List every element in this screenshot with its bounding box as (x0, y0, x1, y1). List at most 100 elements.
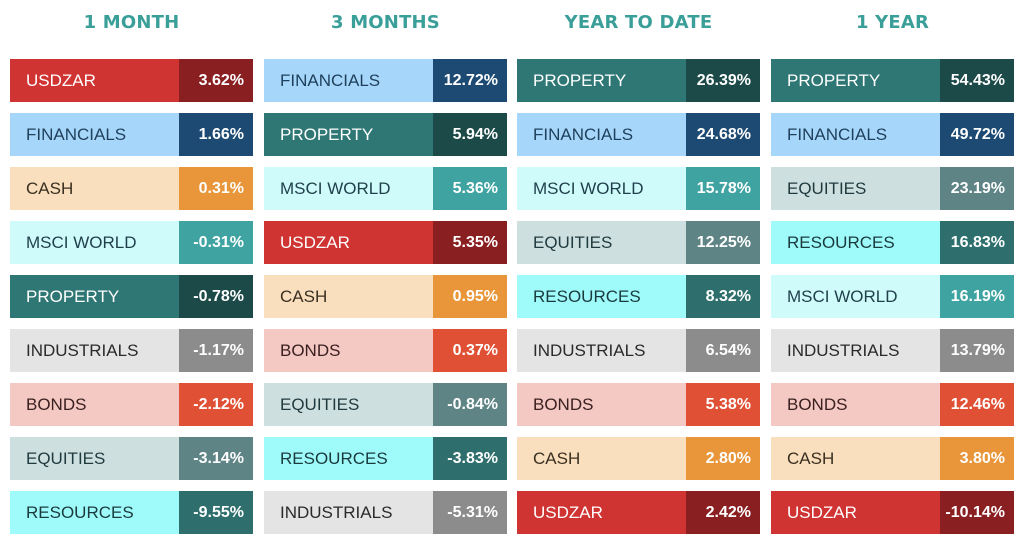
period-column: 1 YEAR PROPERTY 54.43% FINANCIALS 49.72% EQUI… (771, 0, 1014, 534)
asset-row: BONDS 5.38% (517, 383, 760, 426)
asset-return-value: -3.83% (433, 437, 507, 480)
asset-return-value: 49.72% (940, 113, 1014, 156)
asset-return-value: 12.72% (433, 59, 507, 102)
asset-row: USDZAR 2.42% (517, 491, 760, 534)
asset-name: EQUITIES (10, 437, 179, 480)
asset-row: PROPERTY 26.39% (517, 59, 760, 102)
asset-row: MSCI WORLD 15.78% (517, 167, 760, 210)
asset-row: CASH 2.80% (517, 437, 760, 480)
asset-row: BONDS 12.46% (771, 383, 1014, 426)
asset-return-value: 3.62% (179, 59, 253, 102)
asset-row: CASH 0.95% (264, 275, 507, 318)
asset-name: INDUSTRIALS (10, 329, 179, 372)
asset-name: INDUSTRIALS (517, 329, 686, 372)
asset-name: RESOURCES (771, 221, 940, 264)
asset-return-value: 1.66% (179, 113, 253, 156)
asset-name: INDUSTRIALS (264, 491, 433, 534)
asset-return-value: 13.79% (940, 329, 1014, 372)
asset-row: BONDS 0.37% (264, 329, 507, 372)
asset-return-value: 26.39% (686, 59, 760, 102)
asset-return-value: -9.55% (179, 491, 253, 534)
asset-return-value: 16.83% (940, 221, 1014, 264)
period-column: YEAR TO DATE PROPERTY 26.39% FINANCIALS 24.6… (517, 0, 760, 534)
asset-return-value: 5.38% (686, 383, 760, 426)
asset-name: USDZAR (771, 491, 940, 534)
asset-return-value: 0.37% (433, 329, 507, 372)
period-title: 3 MONTHS (331, 12, 440, 33)
asset-return-value: 0.31% (179, 167, 253, 210)
asset-return-value: -2.12% (179, 383, 253, 426)
asset-row: INDUSTRIALS -1.17% (10, 329, 253, 372)
asset-return-value: 0.95% (433, 275, 507, 318)
asset-row: INDUSTRIALS -5.31% (264, 491, 507, 534)
asset-row: FINANCIALS 24.68% (517, 113, 760, 156)
asset-row: RESOURCES -9.55% (10, 491, 253, 534)
asset-return-value: -0.78% (179, 275, 253, 318)
asset-row: BONDS -2.12% (10, 383, 253, 426)
asset-return-value: 5.94% (433, 113, 507, 156)
asset-name: USDZAR (517, 491, 686, 534)
asset-return-value: -0.84% (433, 383, 507, 426)
asset-name: FINANCIALS (10, 113, 179, 156)
asset-return-value: -5.31% (433, 491, 507, 534)
asset-row: PROPERTY 54.43% (771, 59, 1014, 102)
asset-name: RESOURCES (517, 275, 686, 318)
asset-return-value: 15.78% (686, 167, 760, 210)
period-column: 3 MONTHS FINANCIALS 12.72% PROPERTY 5.94% MSC… (264, 0, 507, 534)
asset-row: USDZAR 5.35% (264, 221, 507, 264)
asset-return-value: -3.14% (179, 437, 253, 480)
asset-name: BONDS (517, 383, 686, 426)
period-title: 1 YEAR (855, 12, 930, 33)
asset-return-value: 16.19% (940, 275, 1014, 318)
asset-return-value: 5.36% (433, 167, 507, 210)
asset-return-value: -1.17% (179, 329, 253, 372)
asset-name: FINANCIALS (517, 113, 686, 156)
asset-return-value: 54.43% (940, 59, 1014, 102)
asset-row: RESOURCES 8.32% (517, 275, 760, 318)
asset-row: CASH 3.80% (771, 437, 1014, 480)
asset-name: USDZAR (10, 59, 179, 102)
asset-row: EQUITIES -0.84% (264, 383, 507, 426)
asset-return-value: 2.42% (686, 491, 760, 534)
asset-row: FINANCIALS 12.72% (264, 59, 507, 102)
asset-name: FINANCIALS (264, 59, 433, 102)
asset-row: USDZAR -10.14% (771, 491, 1014, 534)
period-title: YEAR TO DATE (564, 12, 713, 33)
period-title: 1 MONTH (83, 12, 180, 33)
asset-return-value: 12.25% (686, 221, 760, 264)
asset-row: EQUITIES 12.25% (517, 221, 760, 264)
asset-name: CASH (517, 437, 686, 480)
asset-row: PROPERTY -0.78% (10, 275, 253, 318)
asset-return-value: 3.80% (940, 437, 1014, 480)
asset-row: MSCI WORLD 16.19% (771, 275, 1014, 318)
asset-name: EQUITIES (517, 221, 686, 264)
asset-row: USDZAR 3.62% (10, 59, 253, 102)
asset-row: MSCI WORLD 5.36% (264, 167, 507, 210)
asset-row: EQUITIES -3.14% (10, 437, 253, 480)
asset-name: RESOURCES (264, 437, 433, 480)
period-column: 1 MONTH USDZAR 3.62% FINANCIALS 1.66% CASH 0.3… (10, 0, 253, 534)
asset-name: PROPERTY (517, 59, 686, 102)
asset-return-value: 24.68% (686, 113, 760, 156)
asset-return-value: 23.19% (940, 167, 1014, 210)
asset-return-value: 5.35% (433, 221, 507, 264)
asset-row: RESOURCES 16.83% (771, 221, 1014, 264)
asset-row: INDUSTRIALS 6.54% (517, 329, 760, 372)
asset-row: CASH 0.31% (10, 167, 253, 210)
asset-return-value: 2.80% (686, 437, 760, 480)
asset-name: BONDS (771, 383, 940, 426)
asset-row: RESOURCES -3.83% (264, 437, 507, 480)
asset-return-value: 12.46% (940, 383, 1014, 426)
asset-name: INDUSTRIALS (771, 329, 940, 372)
asset-name: MSCI WORLD (517, 167, 686, 210)
asset-name: EQUITIES (771, 167, 940, 210)
asset-name: CASH (264, 275, 433, 318)
asset-row: EQUITIES 23.19% (771, 167, 1014, 210)
asset-name: PROPERTY (771, 59, 940, 102)
asset-return-value: 6.54% (686, 329, 760, 372)
asset-name: PROPERTY (10, 275, 179, 318)
asset-name: RESOURCES (10, 491, 179, 534)
asset-name: CASH (10, 167, 179, 210)
asset-name: EQUITIES (264, 383, 433, 426)
asset-name: BONDS (264, 329, 433, 372)
